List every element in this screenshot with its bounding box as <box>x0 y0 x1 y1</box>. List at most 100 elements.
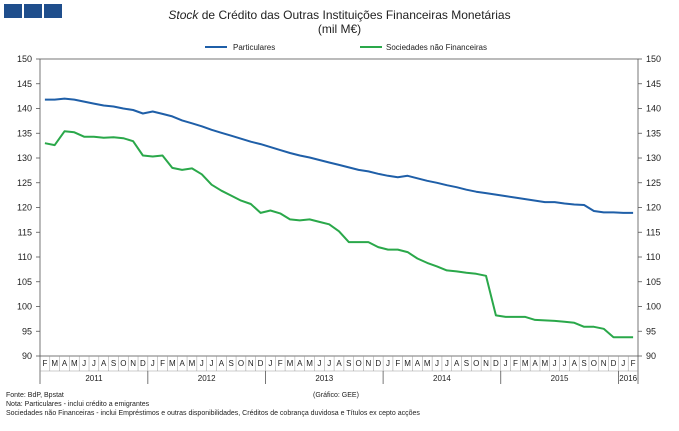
x-month-label: J <box>504 359 508 368</box>
y-tick-label-right: 115 <box>646 227 660 237</box>
x-month-label: M <box>287 359 294 368</box>
y-tick-label-right: 100 <box>646 302 661 312</box>
y-tick-label-right: 140 <box>646 104 661 114</box>
y-tick-label-right: 145 <box>646 79 661 89</box>
y-tick-label-left: 115 <box>18 227 32 237</box>
y-tick-label-right: 95 <box>646 326 656 336</box>
x-year-label: 2013 <box>315 374 333 383</box>
legend-label-sociedades: Sociedades não Financeiras <box>386 43 487 52</box>
x-month-label: N <box>130 359 136 368</box>
x-month-label: J <box>82 359 86 368</box>
x-month-label: S <box>228 359 233 368</box>
x-month-label: A <box>454 359 460 368</box>
footnote-sociedades: Sociedades não Financeiras - inclui Empr… <box>6 410 420 417</box>
x-year-label: 2011 <box>85 374 103 383</box>
footnotes: Fonte: BdP, Bpstat Nota: Particulares - … <box>6 391 420 418</box>
x-month-label: A <box>336 359 342 368</box>
x-month-label: D <box>140 359 146 368</box>
y-tick-label-right: 110 <box>646 252 660 262</box>
x-month-label: M <box>71 359 78 368</box>
y-tick-label-right: 135 <box>646 128 661 138</box>
x-month-label: F <box>513 359 518 368</box>
x-month-label: A <box>62 359 68 368</box>
x-month-label: O <box>120 359 126 368</box>
x-month-label: A <box>179 359 185 368</box>
y-tick-label-left: 150 <box>17 54 32 64</box>
y-tick-label-left: 90 <box>22 351 32 361</box>
footnote-source: Fonte: BdP, Bpstat <box>6 392 64 399</box>
y-tick-label-right: 105 <box>646 277 661 287</box>
plot-frame <box>39 58 639 357</box>
x-month-label: J <box>553 359 557 368</box>
chart-subtitle: (mil M€) <box>317 22 362 36</box>
x-month-label: A <box>532 359 538 368</box>
y-tick-label-right: 150 <box>646 54 661 64</box>
y-tick-label-left: 140 <box>17 104 32 114</box>
x-month-label: D <box>375 359 381 368</box>
chart-title: Stock de Crédito das Outras Instituições… <box>168 8 510 22</box>
x-month-label: M <box>522 359 529 368</box>
x-month-label: M <box>51 359 58 368</box>
chart-title-rest: de Crédito das Outras Instituições Finan… <box>198 8 511 22</box>
x-month-label: J <box>268 359 272 368</box>
y-tick-label-left: 125 <box>17 178 32 188</box>
x-month-label: D <box>611 359 617 368</box>
x-month-label: J <box>151 359 155 368</box>
chart-title-italic: Stock <box>168 8 199 22</box>
logo-square-3 <box>44 4 62 18</box>
x-month-label: M <box>306 359 313 368</box>
x-month-label: M <box>424 359 431 368</box>
x-month-label: N <box>366 359 372 368</box>
logo-square-1 <box>4 4 22 18</box>
x-month-label: O <box>238 359 244 368</box>
footnote-particulares: Nota: Particulares - inclui crédito a em… <box>6 401 150 408</box>
y-tick-label-right: 120 <box>646 203 661 213</box>
x-month-label: F <box>160 359 165 368</box>
chart-title-block: Stock de Crédito das Outras Instituições… <box>0 8 679 36</box>
x-year-label: 2012 <box>198 374 216 383</box>
x-month-label: M <box>404 359 411 368</box>
x-month-label: D <box>493 359 499 368</box>
x-month-label: F <box>395 359 400 368</box>
x-month-label: F <box>278 359 283 368</box>
x-month-label: M <box>189 359 196 368</box>
y-tick-label-left: 100 <box>17 302 32 312</box>
series-line-sociedades <box>44 130 634 339</box>
x-month-label: A <box>415 359 421 368</box>
x-month-label: O <box>355 359 361 368</box>
y-tick-label-left: 105 <box>17 277 32 287</box>
legend-label-particulares: Particulares <box>233 43 275 52</box>
x-month-label: N <box>601 359 607 368</box>
x-year-label: 2014 <box>433 374 451 383</box>
x-year-label: 2015 <box>551 374 569 383</box>
x-month-label: J <box>386 359 390 368</box>
y-tick-label-left: 145 <box>17 79 32 89</box>
x-month-label: J <box>562 359 566 368</box>
x-month-label: J <box>317 359 321 368</box>
x-month-label: O <box>473 359 479 368</box>
x-month-label: A <box>219 359 225 368</box>
x-month-label: A <box>101 359 107 368</box>
x-month-label: J <box>435 359 439 368</box>
x-month-label: J <box>621 359 625 368</box>
y-tick-label-left: 130 <box>17 153 32 163</box>
y-tick-label-right: 130 <box>646 153 661 163</box>
x-month-label: D <box>258 359 264 368</box>
chart-credit: (Gráfico: GEE) <box>313 392 359 399</box>
y-tick-label-left: 120 <box>17 203 32 213</box>
y-tick-label-right: 90 <box>646 351 656 361</box>
logo-square-2 <box>24 4 42 18</box>
x-month-label: S <box>346 359 351 368</box>
y-tick-label-left: 95 <box>22 326 32 336</box>
x-month-label: J <box>210 359 214 368</box>
x-month-label: O <box>591 359 597 368</box>
y-tick-label-left: 110 <box>18 252 32 262</box>
series-line-particulares <box>44 97 634 214</box>
x-month-label: N <box>483 359 489 368</box>
x-month-label: A <box>297 359 303 368</box>
y-tick-label-left: 135 <box>17 128 32 138</box>
x-month-label: S <box>464 359 469 368</box>
y-tick-label-right: 125 <box>646 178 661 188</box>
x-month-label: J <box>92 359 96 368</box>
